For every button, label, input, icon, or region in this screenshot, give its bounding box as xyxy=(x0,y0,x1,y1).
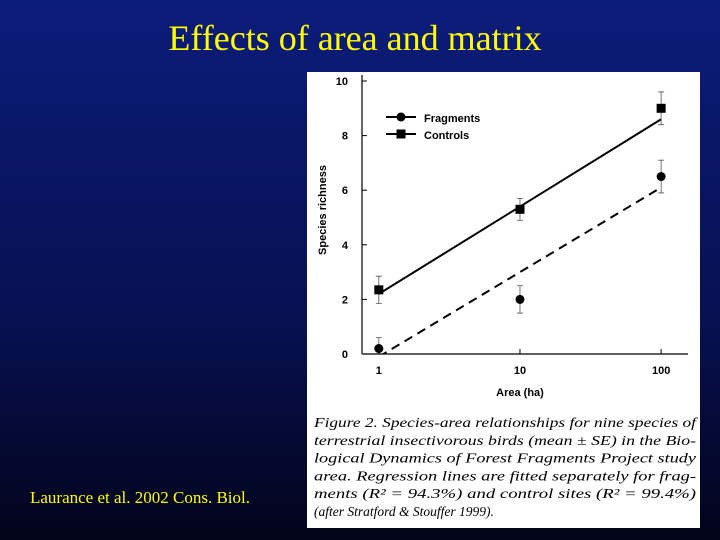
x-tick-label: 1 xyxy=(376,365,382,377)
caption-line: logical Dynamics of Forest Fragments Pro… xyxy=(314,451,696,466)
x-tick-label: 100 xyxy=(652,365,670,377)
point xyxy=(374,285,384,295)
x-tick-label: 10 xyxy=(514,365,526,377)
y-axis-label: Species richness xyxy=(317,165,329,255)
figure-panel xyxy=(307,72,700,528)
point xyxy=(515,204,525,214)
plot: Fragments Controls xyxy=(374,91,666,354)
slide-title: Effects of area and matrix xyxy=(168,18,541,58)
y-tick-label: 10 xyxy=(336,76,348,88)
legend-marker xyxy=(396,129,406,139)
caption-line: (after Stratford & Stouffer 1999). xyxy=(314,504,494,519)
caption-line: ments (R² = 94.3%) and control sites (R²… xyxy=(314,486,697,501)
legend-label: Controls xyxy=(424,130,469,142)
legend-marker xyxy=(396,112,406,122)
plot-area xyxy=(374,91,666,354)
y-tick-label: 8 xyxy=(342,131,348,143)
y-tick-label: 2 xyxy=(342,294,348,306)
caption-line: area. Regression lines are fitted separa… xyxy=(314,468,697,483)
point xyxy=(656,172,666,182)
x-axis-label: Area (ha) xyxy=(496,387,544,399)
caption-line: Figure 2. Species-area relationships for… xyxy=(313,415,699,430)
point xyxy=(656,103,666,113)
caption-line: terrestrial insectivorous birds (mean ± … xyxy=(314,433,697,448)
citation: Laurance et al. 2002 Cons. Biol. xyxy=(30,488,250,507)
point xyxy=(515,294,525,304)
y-tick-label: 6 xyxy=(342,185,348,197)
regression-line xyxy=(381,186,662,354)
legend-label: Fragments xyxy=(424,113,480,125)
y-tick-label: 0 xyxy=(342,349,348,361)
y-tick-label: 4 xyxy=(342,240,349,252)
point xyxy=(374,344,384,354)
